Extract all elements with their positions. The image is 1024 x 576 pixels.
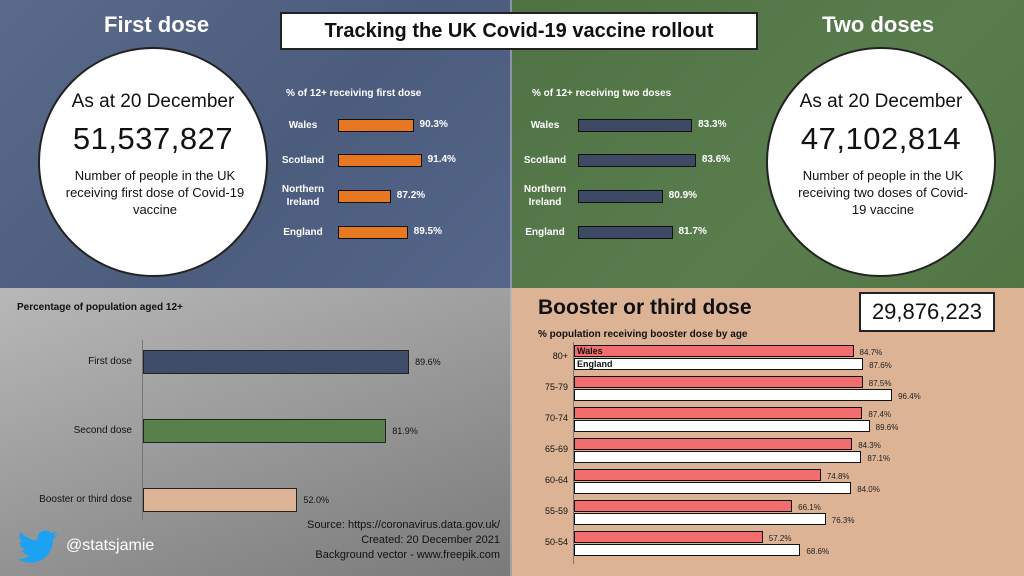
booster-age-label-4: 60-64 bbox=[544, 475, 568, 485]
twitter-handle: @statsjamie bbox=[66, 537, 155, 554]
two-doses-description: Number of people in the UK receiving two… bbox=[798, 168, 968, 217]
first-bar-3 bbox=[338, 226, 408, 239]
second-bar-3 bbox=[578, 226, 673, 239]
booster-value-wales-6: 57.2% bbox=[768, 534, 792, 543]
population-label-1: Second dose bbox=[73, 425, 132, 436]
second-bar-2 bbox=[578, 190, 663, 203]
booster-value-england-4: 84.0% bbox=[857, 485, 880, 494]
population-value-0: 89.6% bbox=[415, 357, 441, 367]
population-chart-axis bbox=[142, 340, 143, 520]
booster-bar-england-3 bbox=[574, 451, 862, 463]
booster-value-england-1: 96.4% bbox=[898, 392, 921, 401]
booster-value-wales-0: 84.7% bbox=[859, 348, 883, 357]
first-dose-description: Number of people in the UK receiving fir… bbox=[65, 168, 245, 217]
first-label-2: Northern Ireland bbox=[281, 184, 325, 208]
booster-value-wales-1: 87.5% bbox=[868, 379, 892, 388]
first-dose-circle: As at 20 December 51,537,827 Number of p… bbox=[38, 47, 268, 277]
booster-bar-england-6 bbox=[574, 544, 801, 556]
booster-age-label-0: 80+ bbox=[552, 351, 568, 361]
first-dose-number: 51,537,827 bbox=[72, 121, 234, 156]
booster-value-england-2: 89.6% bbox=[875, 423, 899, 432]
source-url: Source: https://coronavirus.data.gov.uk/ bbox=[306, 519, 500, 531]
booster-value-england-6: 68.6% bbox=[806, 547, 830, 556]
booster-age-label-5: 55-59 bbox=[544, 506, 568, 516]
first-value-3: 89.5% bbox=[413, 226, 443, 237]
booster-bar-wales-6 bbox=[574, 531, 763, 543]
booster-chart-title: % population receiving booster dose by a… bbox=[538, 329, 748, 340]
second-chart-title: % of 12+ receiving two doses bbox=[532, 88, 672, 99]
booster-age-label-2: 70-74 bbox=[544, 413, 568, 423]
second-bar-0 bbox=[578, 119, 693, 132]
booster-age-label-3: 65-69 bbox=[544, 444, 568, 454]
first-bar-1 bbox=[338, 154, 422, 167]
two-doses-title: Two doses bbox=[822, 12, 935, 37]
booster-chart-axis bbox=[573, 342, 574, 564]
two-doses-number: 47,102,814 bbox=[800, 121, 962, 156]
population-value-1: 81.9% bbox=[392, 426, 418, 436]
booster-bar-wales-4 bbox=[574, 469, 821, 481]
booster-bar-wales-3 bbox=[574, 438, 853, 450]
vertical-divider bbox=[510, 0, 512, 576]
booster-bar-england-5 bbox=[574, 513, 826, 525]
booster-bar-england-4 bbox=[574, 482, 852, 494]
booster-bar-wales-2 bbox=[574, 407, 863, 419]
first-value-0: 90.3% bbox=[419, 119, 448, 130]
first-dose-as-at: As at 20 December bbox=[71, 91, 235, 112]
two-doses-circle: As at 20 December 47,102,814 Number of p… bbox=[766, 47, 996, 277]
booster-title: Booster or third dose bbox=[538, 296, 752, 319]
second-value-3: 81.7% bbox=[678, 226, 707, 237]
booster-bar-england-0 bbox=[574, 358, 864, 370]
population-label-0: First dose bbox=[88, 356, 132, 367]
booster-bar-wales-1 bbox=[574, 376, 863, 388]
booster-value-england-5: 76.3% bbox=[831, 516, 855, 525]
population-label-2: Booster or third dose bbox=[39, 494, 132, 505]
first-label-3: England bbox=[283, 227, 323, 238]
source-background-credit: Background vector - www.freepik.com bbox=[315, 549, 500, 561]
source-info: Source: https://coronavirus.data.gov.uk/… bbox=[307, 518, 500, 563]
booster-bar-england-1 bbox=[574, 389, 893, 401]
second-value-2: 80.9% bbox=[668, 190, 698, 201]
booster-age-label-6: 50-54 bbox=[544, 537, 568, 547]
first-value-1: 91.4% bbox=[427, 154, 456, 165]
booster-panel bbox=[512, 288, 1024, 576]
population-value-2: 52.0% bbox=[303, 495, 329, 505]
first-bar-0 bbox=[338, 119, 414, 132]
booster-age-label-1: 75-79 bbox=[544, 382, 568, 392]
booster-value-england-0: 87.6% bbox=[869, 361, 892, 370]
first-bar-2 bbox=[338, 190, 391, 203]
booster-bar-wales-5 bbox=[574, 500, 793, 512]
booster-series-label-wales: Wales bbox=[577, 346, 603, 356]
booster-number: 29,876,223 bbox=[859, 292, 995, 332]
first-value-2: 87.2% bbox=[396, 190, 426, 201]
second-bar-1 bbox=[578, 154, 696, 167]
booster-series-label-england: England bbox=[577, 359, 613, 369]
first-label-1: Scotland bbox=[281, 155, 325, 166]
second-label-1: Scotland bbox=[523, 155, 567, 166]
first-chart-title: % of 12+ receiving first dose bbox=[286, 88, 422, 99]
two-doses-as-at: As at 20 December bbox=[799, 91, 963, 112]
booster-value-wales-2: 87.4% bbox=[868, 410, 892, 419]
second-label-2: Northern Ireland bbox=[523, 184, 567, 208]
first-dose-title: First dose bbox=[104, 12, 210, 37]
second-value-0: 83.3% bbox=[698, 119, 727, 130]
second-label-3: England bbox=[525, 227, 565, 238]
population-bar-2 bbox=[143, 488, 298, 512]
booster-value-wales-3: 84.3% bbox=[858, 441, 881, 450]
booster-bar-england-2 bbox=[574, 420, 870, 432]
population-chart-title: Percentage of population aged 12+ bbox=[17, 302, 183, 313]
source-created: Created: 20 December 2021 bbox=[361, 534, 500, 546]
first-label-0: Wales bbox=[288, 120, 318, 131]
booster-value-wales-4: 74.8% bbox=[826, 472, 850, 481]
population-bar-0 bbox=[143, 350, 410, 374]
second-label-0: Wales bbox=[530, 120, 560, 131]
booster-value-wales-5: 66.1% bbox=[798, 503, 821, 512]
main-title: Tracking the UK Covid-19 vaccine rollout bbox=[280, 12, 758, 50]
population-bar-1 bbox=[143, 419, 387, 443]
twitter-icon bbox=[18, 530, 58, 563]
second-value-1: 83.6% bbox=[701, 154, 731, 165]
booster-value-england-3: 87.1% bbox=[867, 454, 891, 463]
booster-bar-wales-0 bbox=[574, 345, 854, 357]
